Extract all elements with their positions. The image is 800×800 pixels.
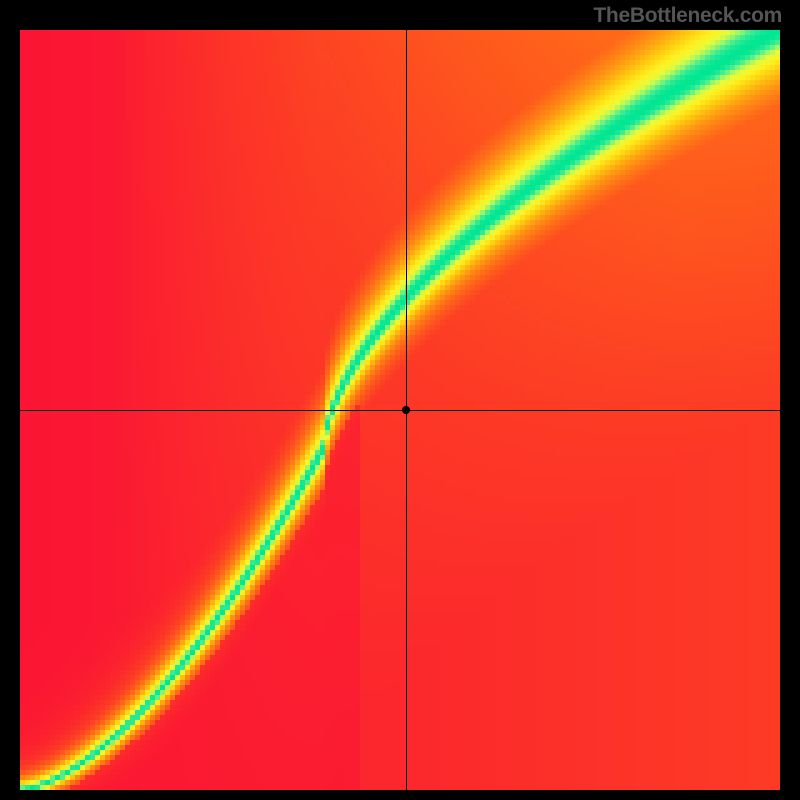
heatmap-area (20, 30, 780, 790)
marker-dot (402, 406, 410, 414)
chart-container: TheBottleneck.com (0, 0, 800, 800)
crosshair-horizontal (20, 410, 780, 411)
watermark-text: TheBottleneck.com (593, 4, 782, 28)
